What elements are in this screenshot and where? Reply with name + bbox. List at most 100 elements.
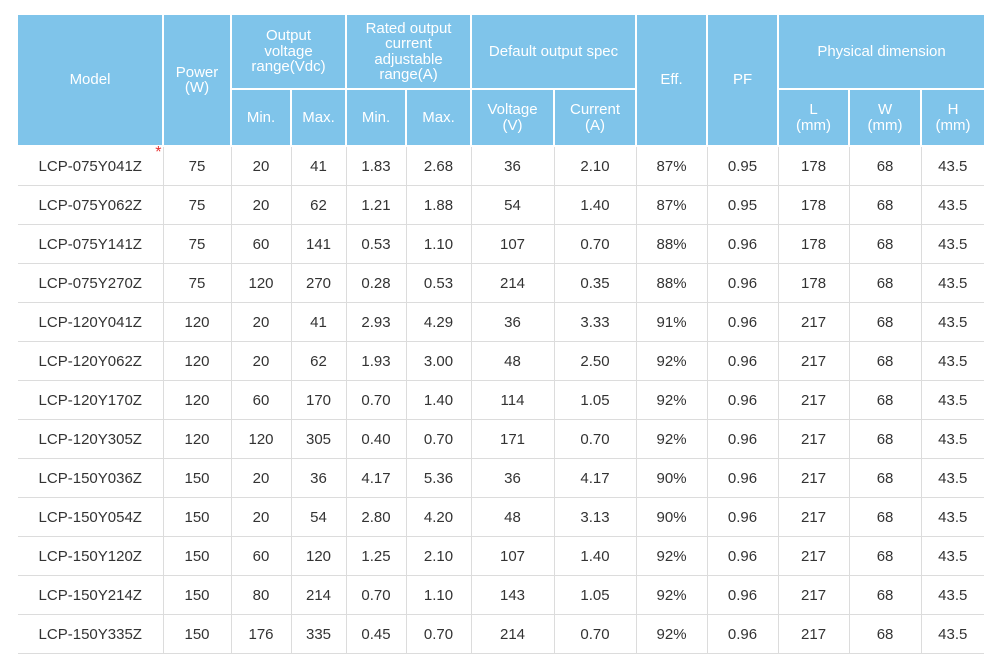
model-cell: LCP-150Y335Z <box>18 614 163 654</box>
current-min-cell: 1.93 <box>345 341 407 381</box>
power-cell: 150 <box>162 614 231 654</box>
current-max-cell: 5.36 <box>405 458 472 498</box>
width-cell: 68 <box>848 419 922 459</box>
height-cell: 43.5 <box>920 302 985 342</box>
width-cell: 68 <box>848 614 922 654</box>
length-cell: 217 <box>777 458 850 498</box>
width-cell: 68 <box>848 263 922 303</box>
height-cell: 43.5 <box>920 224 985 264</box>
model-cell: LCP-150Y036Z <box>18 458 163 498</box>
width-cell: 68 <box>848 497 922 537</box>
header-power: Power (W) <box>162 15 232 147</box>
current-max-cell: 4.20 <box>405 497 472 537</box>
width-cell: 68 <box>848 224 922 264</box>
length-cell: 217 <box>777 302 850 342</box>
length-cell: 217 <box>777 380 850 420</box>
width-cell: 68 <box>848 536 922 576</box>
voltage-min-cell: 20 <box>230 146 291 186</box>
table-row: LCP-150Y054Z 150 20 54 2.80 4.20 48 3.13 90% 0.96… <box>18 497 985 537</box>
pf-cell: 0.96 <box>706 341 779 381</box>
voltage-max-cell: 305 <box>290 419 347 459</box>
default-current-cell: 2.10 <box>553 146 637 186</box>
voltage-max-cell: 62 <box>290 341 347 381</box>
current-max-cell: 1.88 <box>405 185 472 225</box>
table-body: LCP-075Y041Z * 75 20 41 1.83 2.68 36 2.10 87% 0.95… <box>18 144 985 654</box>
current-max-cell: 0.53 <box>405 263 472 303</box>
default-current-cell: 1.40 <box>553 536 637 576</box>
current-min-cell: 0.45 <box>345 614 407 654</box>
height-cell: 43.5 <box>920 341 985 381</box>
eff-cell: 92% <box>635 341 708 381</box>
table-row: LCP-120Y062Z 120 20 62 1.93 3.00 48 2.50 92% 0.96… <box>18 341 985 381</box>
eff-cell: 92% <box>635 536 708 576</box>
current-max-cell: 1.10 <box>405 575 472 615</box>
pf-cell: 0.96 <box>706 224 779 264</box>
current-min-cell: 0.53 <box>345 224 407 264</box>
model-cell: LCP-120Y170Z <box>18 380 163 420</box>
current-max-cell: 1.10 <box>405 224 472 264</box>
table-row: LCP-075Y062Z 75 20 62 1.21 1.88 54 1.40 87% 0.95 1… <box>18 185 985 225</box>
default-current-cell: 1.05 <box>553 380 637 420</box>
model-cell: LCP-150Y120Z <box>18 536 163 576</box>
model-cell: LCP-150Y214Z <box>18 575 163 615</box>
table-row: LCP-120Y305Z 120 120 305 0.40 0.70 171 0.70 92% 0… <box>18 419 985 459</box>
current-max-cell: 3.00 <box>405 341 472 381</box>
pf-cell: 0.96 <box>706 302 779 342</box>
default-voltage-cell: 36 <box>470 146 555 186</box>
default-current-cell: 3.33 <box>553 302 637 342</box>
eff-cell: 88% <box>635 224 708 264</box>
width-cell: 68 <box>848 341 922 381</box>
length-cell: 217 <box>777 341 850 381</box>
voltage-max-cell: 41 <box>290 302 347 342</box>
pf-cell: 0.96 <box>706 419 779 459</box>
header-width: W (mm) <box>848 88 923 147</box>
height-cell: 43.5 <box>920 380 985 420</box>
voltage-max-cell: 120 <box>290 536 347 576</box>
power-cell: 150 <box>162 458 231 498</box>
power-cell: 75 <box>162 224 231 264</box>
table-row: LCP-120Y170Z 120 60 170 0.70 1.40 114 1.05 92% 0.… <box>18 380 985 420</box>
header-rated-current: Rated output current adjustable range(A) <box>345 15 473 90</box>
voltage-max-cell: 54 <box>290 497 347 537</box>
width-cell: 68 <box>848 302 922 342</box>
table-row: LCP-150Y214Z 150 80 214 0.70 1.10 143 1.05 92% 0.… <box>18 575 985 615</box>
asterisk-marker: * <box>155 144 162 161</box>
table-row: LCP-120Y041Z 120 20 41 2.93 4.29 36 3.33 91% 0.96… <box>18 302 985 342</box>
header-default-voltage: Voltage (V) <box>470 88 556 147</box>
pf-cell: 0.96 <box>706 614 779 654</box>
default-voltage-cell: 171 <box>470 419 555 459</box>
current-max-cell: 2.68 <box>405 146 472 186</box>
header-height: H (mm) <box>920 88 985 147</box>
current-max-cell: 0.70 <box>405 419 472 459</box>
power-cell: 150 <box>162 497 231 537</box>
voltage-min-cell: 120 <box>230 419 291 459</box>
height-cell: 43.5 <box>920 614 985 654</box>
voltage-min-cell: 20 <box>230 341 291 381</box>
pf-cell: 0.96 <box>706 263 779 303</box>
default-voltage-cell: 107 <box>470 536 555 576</box>
eff-cell: 87% <box>635 146 708 186</box>
header-current-max: Max. <box>405 88 473 147</box>
voltage-max-cell: 41 <box>290 146 347 186</box>
default-voltage-cell: 114 <box>470 380 555 420</box>
voltage-max-cell: 335 <box>290 614 347 654</box>
header-physical: Physical dimension <box>777 15 985 90</box>
header-eff: Eff. <box>635 15 709 147</box>
voltage-min-cell: 120 <box>230 263 291 303</box>
height-cell: 43.5 <box>920 146 985 186</box>
current-max-cell: 2.10 <box>405 536 472 576</box>
pf-cell: 0.96 <box>706 458 779 498</box>
width-cell: 68 <box>848 146 922 186</box>
voltage-max-cell: 170 <box>290 380 347 420</box>
model-cell: LCP-120Y305Z <box>18 419 163 459</box>
pf-cell: 0.95 <box>706 146 779 186</box>
spec-table: Model Power (W) Output voltage range(Vdc) R… <box>18 15 985 654</box>
voltage-min-cell: 60 <box>230 536 291 576</box>
header-pf: PF <box>706 15 780 147</box>
eff-cell: 90% <box>635 497 708 537</box>
current-min-cell: 2.80 <box>345 497 407 537</box>
default-current-cell: 0.70 <box>553 419 637 459</box>
power-cell: 120 <box>162 380 231 420</box>
length-cell: 217 <box>777 497 850 537</box>
height-cell: 43.5 <box>920 263 985 303</box>
